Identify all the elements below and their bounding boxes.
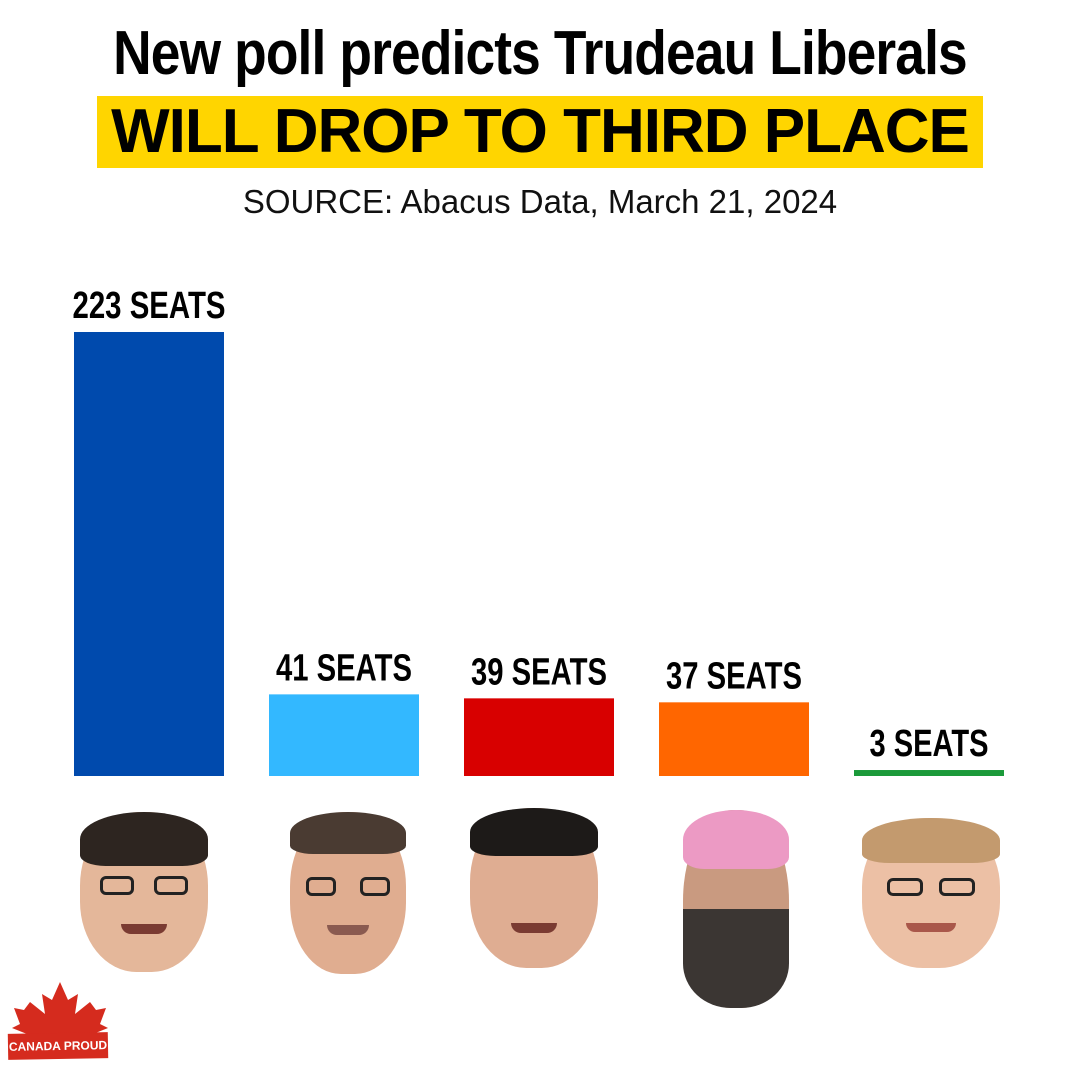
bar-green bbox=[854, 770, 1004, 776]
bar-label-ndp: 37 SEATS bbox=[666, 655, 802, 697]
leader-portrait-green bbox=[862, 818, 1000, 968]
bar-label-conservative: 223 SEATS bbox=[73, 285, 226, 327]
leader-portrait-conservative bbox=[80, 812, 208, 972]
headline-highlight: WILL DROP TO THIRD PLACE bbox=[97, 96, 983, 168]
leader-portrait-ndp bbox=[683, 810, 789, 1008]
bar-bloc-qu-b-cois bbox=[269, 694, 419, 776]
bar-label-green: 3 SEATS bbox=[870, 723, 989, 765]
bar-label-bloc-qu-b-cois: 41 SEATS bbox=[276, 647, 412, 689]
bar-ndp bbox=[659, 702, 809, 776]
bar-liberal bbox=[464, 698, 614, 776]
headline: New poll predicts Trudeau Liberals bbox=[113, 19, 968, 88]
source-line: SOURCE: Abacus Data, March 21, 2024 bbox=[242, 183, 838, 220]
canada-proud-logo-text: CANADA PROUD bbox=[7, 1032, 109, 1060]
bar-label-liberal: 39 SEATS bbox=[471, 651, 607, 693]
bar-conservative bbox=[74, 332, 224, 776]
leader-portrait-liberal bbox=[470, 808, 598, 968]
headline-highlight-wrap: WILL DROP TO THIRD PLACE bbox=[0, 96, 1080, 168]
leader-portrait-bloc bbox=[290, 812, 406, 974]
